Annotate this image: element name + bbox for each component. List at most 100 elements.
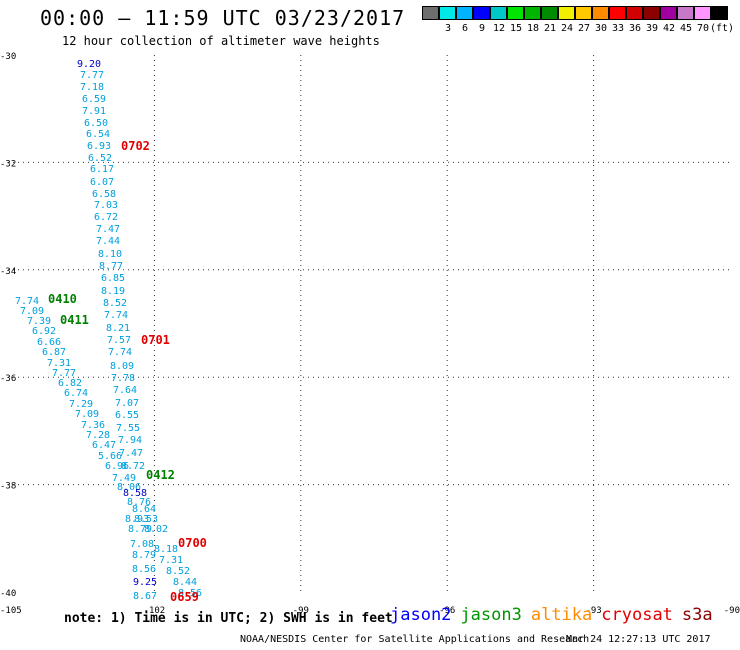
longitude-label: -93 — [585, 606, 601, 616]
wave-height-label: 7.74 — [108, 347, 132, 358]
wave-height-label: 8.77 — [99, 261, 123, 272]
scale-swatch — [490, 6, 507, 20]
wave-height-label: 7.28 — [86, 430, 110, 441]
pass-time-label: 0412 — [146, 468, 175, 482]
wave-height-label: 8.79 — [132, 550, 156, 561]
wave-height-label: 6.50 — [84, 118, 108, 129]
scale-swatch — [507, 6, 524, 20]
pass-time-label: 0700 — [178, 536, 207, 550]
scale-label: 9 — [478, 23, 486, 34]
wave-height-label: 7.29 — [69, 399, 93, 410]
scale-label: (ft) — [710, 23, 735, 34]
satellite-legend: jason2 jason3 altika cryosat s3a — [390, 605, 722, 625]
longitude-label: -105 — [0, 606, 22, 616]
wave-height-label: 7.09 — [20, 306, 44, 317]
wave-height-label: 6.87 — [42, 347, 66, 358]
wave-height-label: 8.18 — [154, 544, 178, 555]
wave-height-label: 7.77 — [52, 368, 76, 379]
wave-height-label: 6.55 — [115, 410, 139, 421]
scale-label: 18 — [526, 23, 540, 34]
wave-height-label: 7.18 — [80, 82, 104, 93]
scale-swatch — [541, 6, 558, 20]
wave-height-label: 7.47 — [119, 448, 143, 459]
wave-height-label: 8.72 — [121, 461, 145, 472]
wave-height-label: 8.52 — [166, 566, 190, 577]
scale-swatch — [660, 6, 677, 20]
wave-height-label: 8.79 — [128, 524, 152, 535]
scale-label: 36 — [628, 23, 642, 34]
pass-time-label: 0701 — [141, 333, 170, 347]
scale-swatch — [677, 6, 694, 20]
scale-swatch — [609, 6, 626, 20]
wave-height-label: 8.64 — [132, 504, 156, 515]
scale-swatch — [473, 6, 490, 20]
page-subtitle: 12 hour collection of altimeter wave hei… — [62, 34, 380, 48]
wave-height-label: 8.93 — [125, 514, 149, 525]
legend-entry-cryosat: cryosat — [601, 605, 673, 625]
pass-labels: 0702 0410 0411 0701 0412 0700 0659 — [48, 139, 207, 604]
wave-height-label: 6.74 — [64, 388, 88, 399]
pass-time-label: 0702 — [121, 139, 150, 153]
wave-height-label: 6.07 — [90, 177, 114, 188]
scale-label: 6 — [461, 23, 469, 34]
wave-height-label: 6.82 — [58, 378, 82, 389]
scale-label: 12 — [492, 23, 506, 34]
wave-height-label: 8.06 — [117, 482, 141, 493]
wave-height-label: 6.66 — [37, 337, 61, 348]
wave-height-label: 8.52 — [103, 298, 127, 309]
wave-height-label: 7.74 — [104, 310, 128, 321]
wave-height-label: 8.58 — [123, 488, 147, 499]
wave-height-label: 8.76 — [127, 497, 151, 508]
wave-height-label: 7.74 — [15, 296, 39, 307]
wave-height-label: 6.47 — [92, 440, 116, 451]
scale-label: 24 — [560, 23, 574, 34]
wave-height-label: 7.09 — [75, 409, 99, 420]
wave-height-label: 8.44 — [173, 577, 197, 588]
wave-height-label: 5.66 — [98, 451, 122, 462]
scale-label: 39 — [645, 23, 659, 34]
wave-height-label: 7.36 — [81, 420, 105, 431]
legend-entry-jason3: jason3 — [460, 605, 522, 625]
generated-timestamp: Mar 24 12:27:13 UTC 2017 — [566, 634, 711, 645]
wave-height-label: 7.49 — [112, 473, 136, 484]
wave-height-label: 8.02 — [144, 524, 168, 535]
longitude-labels: -105 -102 -99 -96 -93 -90 — [0, 606, 740, 616]
wave-height-label: 7.07 — [115, 398, 139, 409]
wave-height-label: 8.21 — [106, 323, 130, 334]
latitude-label: -30 — [0, 52, 16, 62]
wave-height-label: 8.67 — [133, 591, 157, 602]
scale-swatch — [592, 6, 609, 20]
wave-height-label: 8.56 — [132, 564, 156, 575]
wave-height-label: 6.93 — [87, 141, 111, 152]
wave-height-label: 6.96 — [105, 461, 129, 472]
wave-height-label: 9.25 — [133, 577, 157, 588]
latitude-labels: -30 -32 -34 -36 -38 -40 — [0, 52, 16, 599]
wave-height-labels: 9.207.777.186.597.916.506.546.936.526.17… — [15, 59, 202, 602]
wave-height-label: 8.10 — [98, 249, 122, 260]
wave-height-label: 6.58 — [92, 189, 116, 200]
scale-swatch — [439, 6, 456, 20]
scale-swatch — [456, 6, 473, 20]
wave-height-label: 8.09 — [110, 361, 134, 372]
wave-height-label: 7.03 — [94, 200, 118, 211]
latitude-label: -36 — [0, 374, 16, 384]
credit-line: NOAA/NESDIS Center for Satellite Applica… — [240, 634, 590, 645]
wave-height-label: 7.44 — [96, 236, 120, 247]
wave-height-label: 7.94 — [118, 435, 142, 446]
scale-swatch — [575, 6, 592, 20]
wave-height-label: 9.20 — [77, 59, 101, 70]
scale-label: 70 — [696, 23, 710, 34]
scale-swatch — [694, 6, 711, 20]
latitude-label: -34 — [0, 267, 16, 277]
scale-swatch — [643, 6, 660, 20]
wave-height-label: 6.85 — [101, 273, 125, 284]
scale-swatch — [626, 6, 643, 20]
scale-swatch — [711, 6, 728, 20]
pass-time-label: 0410 — [48, 292, 77, 306]
wave-height-label: 7.91 — [82, 106, 106, 117]
latitude-label: -40 — [0, 589, 16, 599]
wave-height-label: 7.39 — [27, 316, 51, 327]
wave-height-label: 7.47 — [96, 224, 120, 235]
scale-label: 21 — [543, 23, 557, 34]
